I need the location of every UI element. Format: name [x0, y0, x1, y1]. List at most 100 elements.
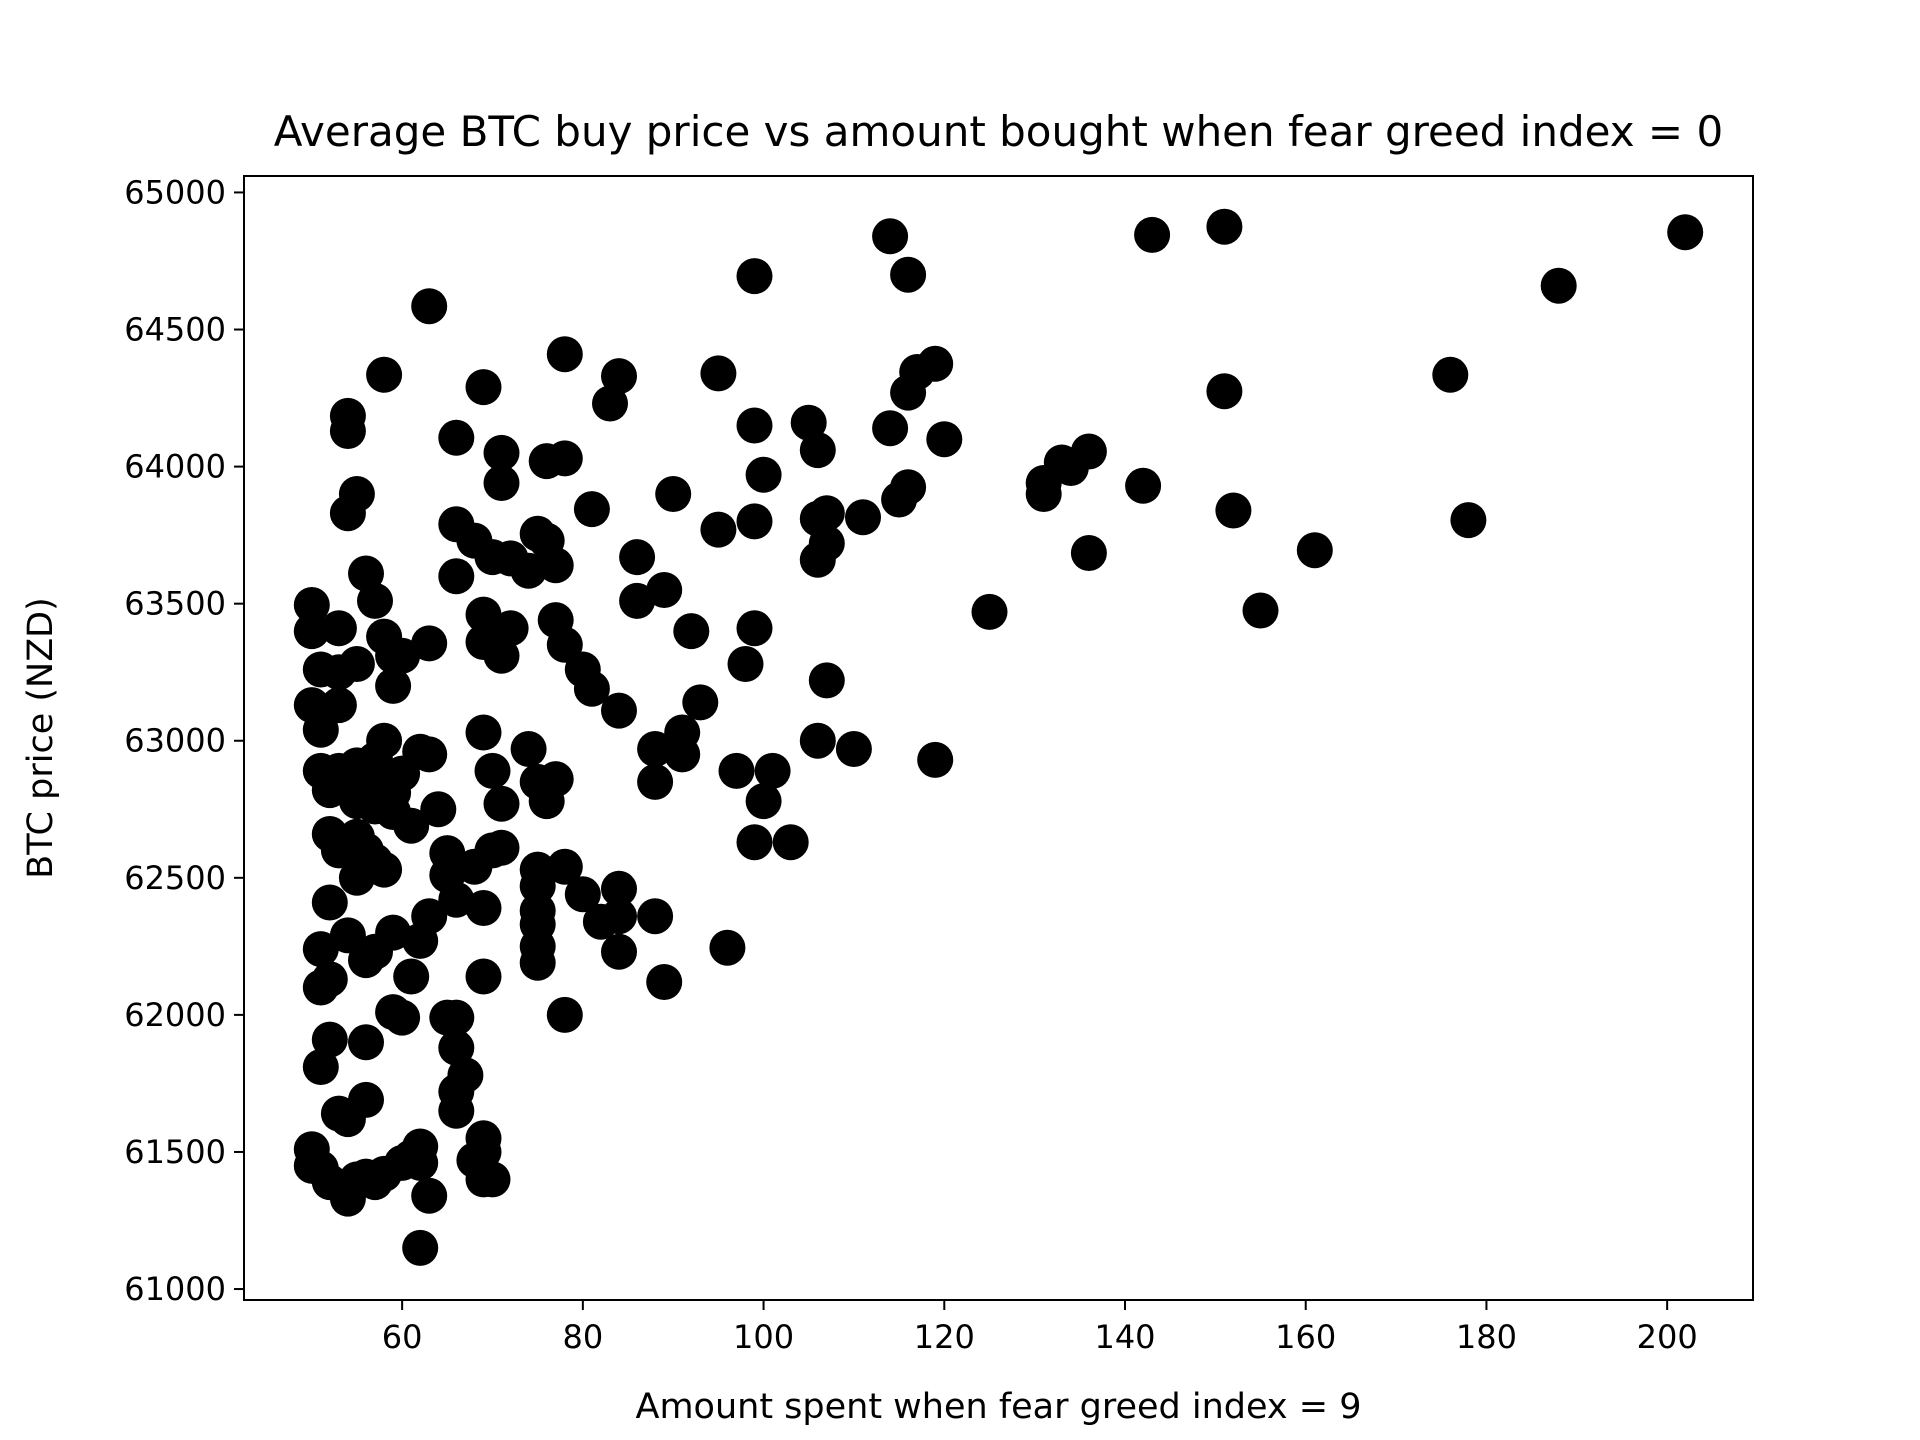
- data-point: [655, 476, 692, 512]
- data-point: [619, 582, 656, 619]
- y-tick-label: 62000: [124, 996, 226, 1034]
- data-point: [411, 288, 448, 325]
- data-point: [411, 736, 448, 773]
- data-point: [366, 851, 403, 888]
- data-point: [375, 667, 412, 704]
- data-point: [799, 432, 836, 469]
- data-point: [700, 355, 737, 392]
- data-point: [664, 736, 701, 773]
- data-point: [338, 859, 375, 896]
- data-point: [872, 218, 909, 255]
- data-point: [1134, 216, 1171, 253]
- data-point: [736, 407, 773, 444]
- data-point: [736, 503, 773, 540]
- data-point: [411, 625, 448, 662]
- chart-title: Average BTC buy price vs amount bought w…: [274, 107, 1723, 156]
- data-point: [646, 572, 683, 608]
- x-tick-label: 60: [382, 1318, 423, 1356]
- x-tick-label: 140: [1094, 1318, 1155, 1356]
- plot-frame: [243, 175, 1754, 1301]
- data-point: [465, 369, 502, 406]
- data-point: [492, 610, 529, 647]
- data-point: [411, 898, 448, 935]
- data-point: [1070, 535, 1107, 571]
- data-point: [637, 763, 674, 800]
- data-point: [438, 1092, 475, 1129]
- data-point: [311, 884, 348, 921]
- data-point: [619, 539, 656, 576]
- data-point: [736, 610, 773, 647]
- data-point: [402, 1229, 439, 1266]
- data-point: [311, 1021, 348, 1058]
- data-point: [637, 731, 674, 767]
- data-point: [519, 944, 556, 981]
- data-point: [727, 646, 764, 682]
- data-point: [1206, 208, 1243, 245]
- data-point: [293, 613, 330, 650]
- y-tick-label: 61500: [124, 1133, 226, 1171]
- data-point: [366, 356, 403, 393]
- data-point: [1296, 532, 1333, 569]
- data-point: [384, 755, 421, 792]
- y-axis-title: BTC price (NZD): [21, 597, 61, 879]
- x-tick-label: 100: [733, 1318, 794, 1356]
- data-point: [329, 413, 366, 449]
- data-point: [483, 465, 520, 501]
- y-tick-label: 63500: [124, 585, 226, 623]
- x-tick-label: 80: [562, 1318, 603, 1356]
- data-point: [483, 434, 520, 471]
- data-point: [420, 791, 457, 828]
- data-point: [510, 731, 547, 767]
- data-point: [348, 1024, 384, 1061]
- data-point: [917, 741, 954, 778]
- data-point: [302, 969, 339, 1006]
- data-point: [357, 582, 393, 619]
- data-point: [601, 870, 637, 907]
- data-point: [1540, 267, 1577, 304]
- data-point: [320, 610, 357, 647]
- data-point: [546, 336, 583, 373]
- data-point: [546, 996, 583, 1033]
- data-point: [465, 890, 502, 926]
- data-point: [700, 511, 737, 548]
- data-point: [601, 692, 637, 729]
- data-point: [438, 419, 475, 456]
- x-axis-title: Amount spent when fear greed index = 9: [636, 1387, 1362, 1427]
- data-point: [890, 469, 927, 506]
- y-tick-label: 65000: [124, 173, 226, 211]
- data-point: [1206, 373, 1243, 410]
- data-point: [402, 1144, 439, 1181]
- data-point: [1025, 476, 1062, 512]
- data-point: [926, 421, 963, 458]
- data-point: [754, 752, 791, 789]
- data-point: [465, 596, 502, 633]
- data-point: [510, 552, 547, 589]
- data-point: [384, 999, 421, 1036]
- data-point: [1450, 502, 1487, 539]
- data-point: [546, 848, 583, 885]
- data-point: [338, 646, 375, 682]
- data-point: [917, 345, 954, 382]
- data-point: [438, 1029, 475, 1066]
- y-tick-label: 62500: [124, 859, 226, 897]
- data-point: [375, 794, 412, 830]
- points-layer: [293, 208, 1704, 1266]
- data-point: [1242, 592, 1279, 629]
- data-point: [835, 731, 872, 767]
- data-point: [438, 999, 475, 1036]
- data-point: [573, 670, 610, 707]
- data-point: [745, 783, 782, 820]
- data-point: [646, 964, 683, 1000]
- data-point: [375, 914, 412, 951]
- data-point: [329, 1101, 366, 1138]
- data-point: [1667, 214, 1704, 251]
- y-tick-label: 63000: [124, 722, 226, 760]
- y-tick-label: 64500: [124, 311, 226, 349]
- data-point: [1432, 356, 1469, 393]
- data-point: [393, 958, 430, 995]
- data-point: [474, 1161, 511, 1198]
- data-point: [411, 1177, 448, 1214]
- data-point: [808, 495, 845, 532]
- data-point: [736, 824, 773, 861]
- data-point: [302, 711, 339, 748]
